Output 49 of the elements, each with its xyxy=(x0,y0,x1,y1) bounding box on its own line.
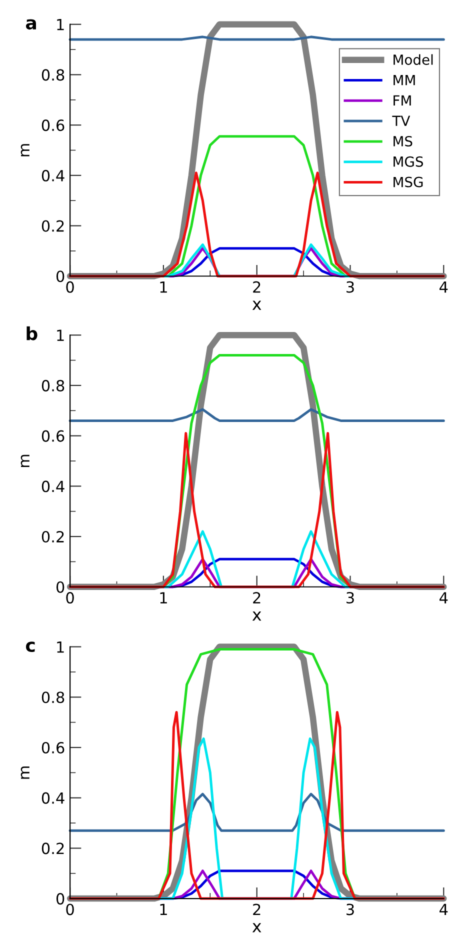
chart-title: a xyxy=(26,19,36,30)
legend-label: MGS xyxy=(394,156,424,167)
y-tick-label: 0 xyxy=(56,893,64,905)
legend-label: FM xyxy=(394,95,411,106)
x-tick-label: 3 xyxy=(346,592,354,604)
legend-label: Model xyxy=(394,54,433,65)
legend-label: MM xyxy=(394,75,415,86)
y-tick-label: 0.4 xyxy=(42,480,64,492)
x-tick-label: 2 xyxy=(253,281,260,293)
x-tick-label: 4 xyxy=(440,592,448,604)
x-tick-label: 4 xyxy=(440,281,448,293)
y-tick-label: 0.8 xyxy=(42,69,64,81)
chart-title: b xyxy=(26,326,38,340)
x-tick-label: 1 xyxy=(160,904,167,916)
x-tick-label: 0 xyxy=(66,592,74,604)
y-axis-title: m xyxy=(20,766,30,779)
y-axis-title: m xyxy=(20,454,30,468)
x-tick-label: 0 xyxy=(66,904,74,916)
x-tick-label: 0 xyxy=(66,281,74,293)
x-tick-label: 1 xyxy=(160,592,167,604)
y-tick-label: 1 xyxy=(57,19,64,30)
y-tick-label: 0.6 xyxy=(42,430,64,442)
x-tick-label: 4 xyxy=(440,904,448,916)
y-tick-label: 0.2 xyxy=(42,220,64,232)
x-axis-title: x xyxy=(252,923,262,932)
y-tick-label: 0.6 xyxy=(42,120,64,132)
x-tick-label: 2 xyxy=(253,592,260,604)
y-tick-label: 0 xyxy=(56,581,64,593)
x-tick-label: 1 xyxy=(160,281,167,293)
y-tick-label: 1 xyxy=(57,330,64,341)
x-tick-label: 2 xyxy=(253,904,260,916)
x-axis-title: x xyxy=(252,611,262,621)
legend-label: MS xyxy=(394,136,412,146)
y-tick-label: 1 xyxy=(57,641,64,653)
x-axis-title: x xyxy=(252,300,262,310)
y-tick-label: 0.8 xyxy=(42,380,64,392)
y-tick-label: 0 xyxy=(56,270,64,282)
x-tick-label: 3 xyxy=(346,281,354,293)
x-tick-label: 3 xyxy=(346,904,354,916)
chart-title: c xyxy=(26,642,35,652)
y-tick-label: 0.8 xyxy=(42,692,64,704)
legend-label: MSG xyxy=(394,176,423,188)
legend-label: TV xyxy=(392,116,410,126)
y-axis-title: m xyxy=(20,144,30,156)
y-tick-label: 0.6 xyxy=(42,742,64,754)
y-tick-label: 0.2 xyxy=(42,530,64,543)
y-tick-label: 0.2 xyxy=(42,842,64,854)
y-tick-label: 0.4 xyxy=(42,792,64,804)
y-tick-label: 0.4 xyxy=(42,170,64,182)
